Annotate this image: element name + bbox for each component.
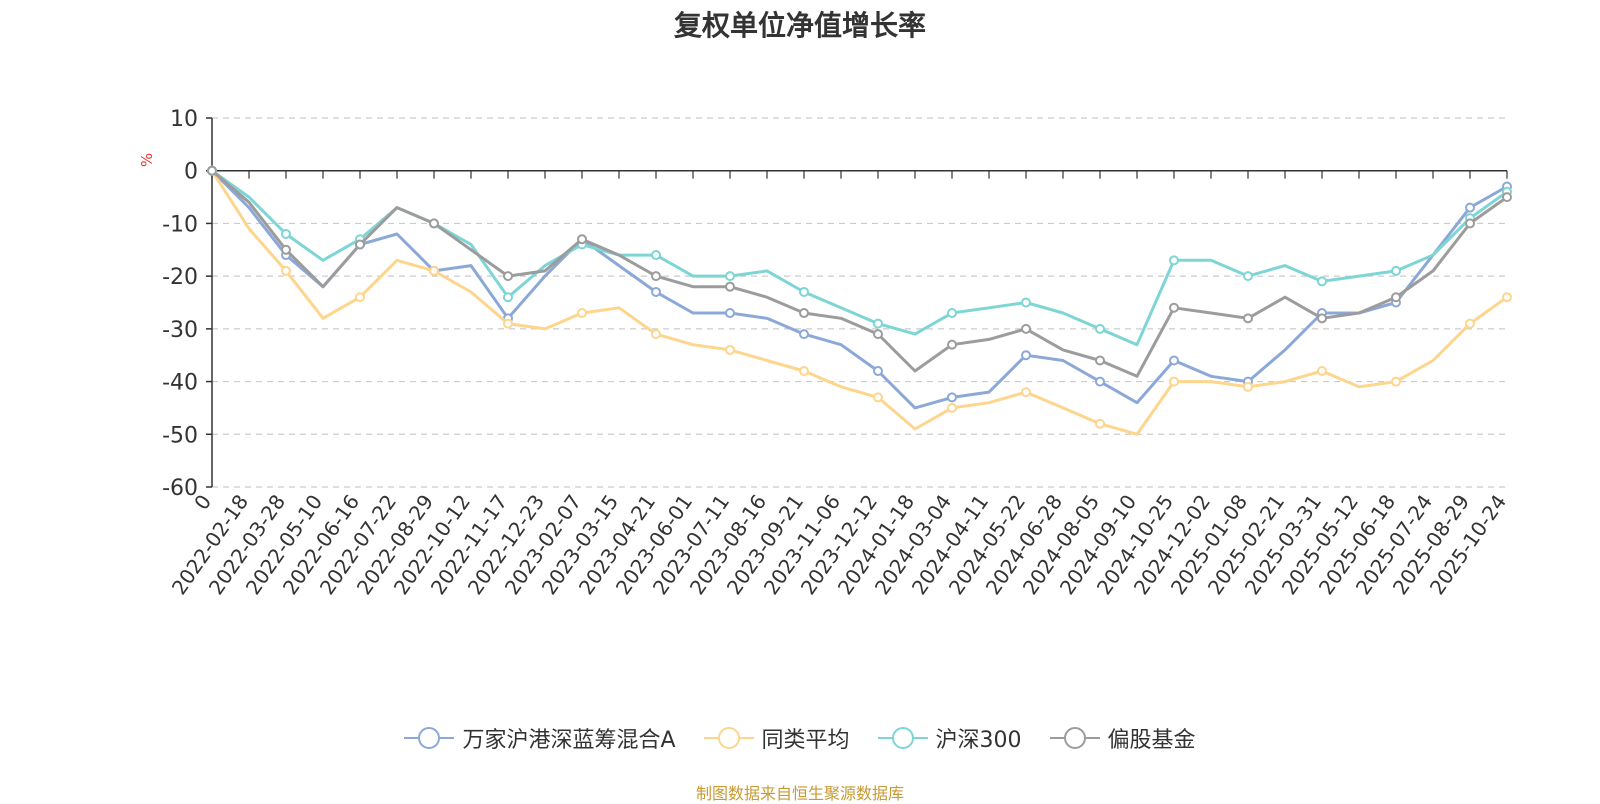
data-point bbox=[281, 228, 291, 239]
data-point bbox=[651, 271, 661, 282]
series-group bbox=[207, 165, 1512, 436]
data-point bbox=[1095, 323, 1105, 334]
legend-label: 同类平均 bbox=[761, 728, 850, 753]
y-tick-label: -30 bbox=[162, 318, 198, 343]
data-point bbox=[1095, 418, 1105, 429]
data-point bbox=[947, 402, 957, 413]
data-source-note: 制图数据来自恒生聚源数据库 bbox=[695, 784, 904, 803]
grid-layer bbox=[212, 117, 1507, 488]
series-group bbox=[207, 165, 1512, 378]
data-point bbox=[725, 308, 735, 319]
series-line bbox=[210, 169, 1508, 436]
data-point bbox=[1021, 387, 1031, 398]
legend-swatch-icon bbox=[1049, 727, 1100, 749]
data-point bbox=[503, 292, 513, 303]
legend-swatch-icon bbox=[703, 727, 754, 749]
data-point bbox=[1169, 355, 1179, 366]
y-axis-unit-label: % bbox=[138, 153, 156, 167]
legend-label: 沪深300 bbox=[935, 728, 1022, 753]
data-point bbox=[1465, 218, 1475, 229]
data-point bbox=[503, 271, 513, 282]
data-point bbox=[799, 329, 809, 340]
y-tick-label: -20 bbox=[162, 265, 198, 290]
data-point bbox=[281, 265, 291, 276]
y-tick-label: -40 bbox=[162, 371, 198, 396]
data-point bbox=[1169, 376, 1179, 387]
data-point bbox=[577, 308, 587, 319]
series-line bbox=[211, 169, 1508, 378]
series-line bbox=[211, 169, 1508, 347]
series-line bbox=[210, 169, 1508, 410]
legend-item[interactable]: 沪深300 bbox=[877, 722, 1022, 754]
data-point bbox=[207, 165, 217, 176]
legend-label: 万家沪港深蓝筹混合A bbox=[462, 728, 676, 753]
data-point bbox=[1095, 355, 1105, 366]
y-tick-label: 10 bbox=[170, 107, 198, 132]
data-point bbox=[1095, 376, 1105, 387]
data-point bbox=[873, 318, 883, 329]
legend-swatch-marker bbox=[418, 727, 441, 749]
data-point bbox=[1243, 381, 1253, 392]
data-point bbox=[1021, 323, 1031, 334]
data-point bbox=[1502, 192, 1512, 203]
data-point bbox=[651, 286, 661, 297]
legend-label: 偏股基金 bbox=[1107, 728, 1196, 753]
y-tick-label: -50 bbox=[162, 423, 198, 448]
x-tick-label: 0 bbox=[189, 490, 216, 514]
data-point bbox=[947, 339, 957, 350]
data-point bbox=[947, 392, 957, 403]
y-tick-label: -10 bbox=[162, 212, 198, 237]
data-point bbox=[1169, 255, 1179, 266]
data-point bbox=[429, 265, 439, 276]
data-point bbox=[355, 292, 365, 303]
data-point bbox=[429, 218, 439, 229]
chart-title: 复权单位净值增长率 bbox=[673, 9, 926, 42]
data-point bbox=[873, 366, 883, 377]
data-point bbox=[947, 308, 957, 319]
data-point bbox=[651, 250, 661, 261]
data-point bbox=[873, 329, 883, 340]
data-point bbox=[799, 286, 809, 297]
legend-swatch-icon bbox=[877, 727, 928, 749]
legend-swatch-marker bbox=[717, 727, 740, 749]
y-tick-label: -60 bbox=[162, 476, 198, 501]
legend-item[interactable]: 同类平均 bbox=[703, 722, 850, 754]
data-point bbox=[799, 366, 809, 377]
data-point bbox=[1021, 350, 1031, 361]
data-point bbox=[1021, 297, 1031, 308]
series-layer bbox=[207, 165, 1512, 436]
data-point bbox=[355, 239, 365, 250]
data-point bbox=[725, 344, 735, 355]
legend-swatch-marker bbox=[891, 727, 914, 749]
data-point bbox=[577, 234, 587, 245]
data-point bbox=[1391, 292, 1401, 303]
legend-item[interactable]: 万家沪港深蓝筹混合A bbox=[404, 722, 676, 754]
legend-item[interactable]: 偏股基金 bbox=[1049, 722, 1196, 754]
data-point bbox=[1391, 376, 1401, 387]
data-point bbox=[1502, 292, 1512, 303]
legend-swatch-marker bbox=[1063, 727, 1086, 749]
data-point bbox=[503, 318, 513, 329]
data-point bbox=[1243, 313, 1253, 324]
data-point bbox=[799, 308, 809, 319]
data-point bbox=[1243, 271, 1253, 282]
chart-legend: 万家沪港深蓝筹混合A 同类平均 沪深300 偏股基金 bbox=[0, 722, 1600, 754]
data-point bbox=[725, 281, 735, 292]
y-tick-label: 0 bbox=[184, 160, 198, 185]
axis-layer: 100-10-20-30-40-50-6002022-02-182022-03-… bbox=[162, 107, 1511, 599]
data-point bbox=[725, 271, 735, 282]
data-point bbox=[1391, 265, 1401, 276]
data-point bbox=[1169, 302, 1179, 313]
data-point bbox=[281, 244, 291, 255]
data-point bbox=[1465, 202, 1475, 213]
data-point bbox=[651, 329, 661, 340]
data-point bbox=[1465, 318, 1475, 329]
data-point bbox=[1317, 313, 1327, 324]
legend-swatch-icon bbox=[404, 727, 455, 749]
data-point bbox=[1317, 366, 1327, 377]
data-point bbox=[873, 392, 883, 403]
data-point bbox=[1317, 276, 1327, 287]
